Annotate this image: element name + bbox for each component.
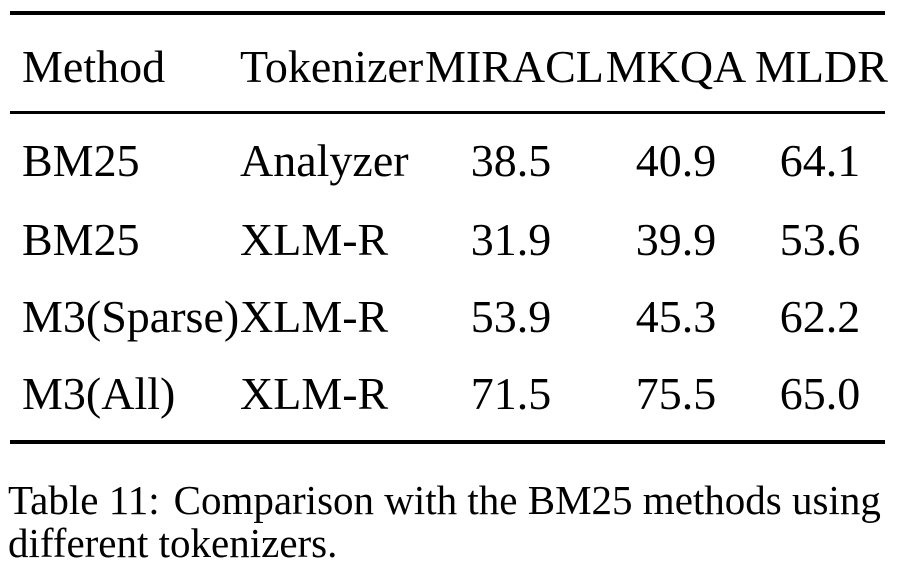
- caption-text: Comparison with the BM25 methods using: [173, 477, 881, 523]
- table-bottom-rule: [10, 440, 885, 444]
- cell-mldr: 62.2: [779, 291, 861, 342]
- cell-mkqa: 39.9: [635, 214, 717, 265]
- cell-mldr: 65.0: [779, 368, 861, 419]
- caption-label: Table 11:: [8, 477, 160, 523]
- cell-mldr: 64.1: [779, 135, 861, 186]
- cell-mkqa: 45.3: [635, 291, 717, 342]
- cell-mkqa: 40.9: [635, 135, 717, 186]
- table-row: M3(All) XLM-R 71.5 75.5 65.0: [10, 371, 885, 417]
- cell-tokenizer: XLM-R: [240, 291, 389, 342]
- cell-mkqa: 75.5: [635, 368, 717, 419]
- table-header-rule: [10, 111, 885, 114]
- cell-tokenizer: XLM-R: [240, 214, 389, 265]
- cell-tokenizer: Analyzer: [240, 135, 409, 186]
- table-caption: Table 11: Comparison with the BM25 method…: [8, 479, 897, 565]
- cell-miracl: 31.9: [470, 214, 552, 265]
- cell-miracl: 53.9: [470, 291, 552, 342]
- column-header-method: Method: [22, 41, 166, 92]
- cell-method: M3(Sparse): [22, 291, 240, 342]
- table-row: M3(Sparse) XLM-R 53.9 45.3 62.2: [10, 294, 885, 340]
- caption-line-2: different tokenizers.: [8, 520, 338, 566]
- cell-miracl: 38.5: [470, 135, 552, 186]
- table-row: BM25 Analyzer 38.5 40.9 64.1: [10, 138, 885, 184]
- table-row: BM25 XLM-R 31.9 39.9 53.6: [10, 217, 885, 263]
- cell-mldr: 53.6: [779, 214, 861, 265]
- column-header-mldr: MLDR: [755, 41, 888, 92]
- cell-method: M3(All): [22, 368, 176, 419]
- column-header-mkqa: MKQA: [605, 41, 747, 92]
- cell-method: BM25: [22, 214, 140, 265]
- table-header-row: Method Tokenizer MIRACL MKQA MLDR: [10, 41, 888, 92]
- caption-line-1: Table 11: Comparison with the BM25 method…: [8, 479, 897, 522]
- column-header-tokenizer: Tokenizer: [240, 41, 424, 92]
- cell-miracl: 71.5: [470, 368, 552, 419]
- cell-tokenizer: XLM-R: [240, 368, 389, 419]
- table-top-rule: [10, 11, 885, 15]
- cell-method: BM25: [22, 135, 140, 186]
- column-header-miracl: MIRACL: [425, 41, 604, 92]
